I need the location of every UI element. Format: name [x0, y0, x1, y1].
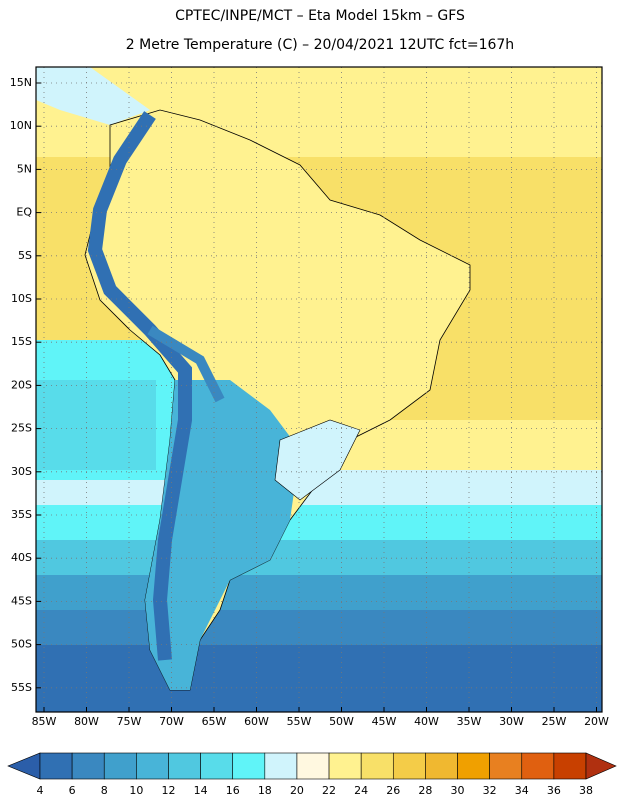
- colorbar-label: 22: [322, 784, 336, 797]
- lon-label: 40W: [414, 715, 439, 728]
- lat-label: 10S: [11, 292, 32, 305]
- lat-label: 10N: [10, 119, 32, 132]
- colorbar-cell: [136, 752, 169, 780]
- colorbar-label: 36: [547, 784, 561, 797]
- lon-label: 80W: [74, 715, 99, 728]
- colorbar-label: 28: [418, 784, 432, 797]
- colorbar-cell: [39, 752, 73, 780]
- lat-label: 5N: [17, 162, 32, 175]
- colorbar-label: 26: [386, 784, 400, 797]
- colorbar-label: 8: [101, 784, 108, 797]
- lon-label: 25W: [542, 715, 567, 728]
- lat-label: 35S: [11, 508, 32, 521]
- lon-label: 85W: [32, 715, 57, 728]
- colorbar-label: 12: [161, 784, 175, 797]
- colorbar-cell: [264, 752, 298, 780]
- lon-label: 50W: [329, 715, 354, 728]
- title: CPTEC/INPE/MCT – Eta Model 15km – GFS: [175, 8, 465, 24]
- lat-label: 25S: [11, 422, 32, 435]
- lat-label: 40S: [11, 551, 32, 564]
- colorbar: 4 6 8 10 12 14 16 18 20 22 24 26 28 30 32 34 36 38: [7, 752, 617, 797]
- colorbar-label: 24: [354, 784, 368, 797]
- colorbar-cell: [168, 752, 201, 780]
- colorbar-cell: [296, 752, 330, 780]
- lat-label: 20S: [11, 378, 32, 391]
- colorbar-label: 10: [129, 784, 143, 797]
- colorbar-cell: [328, 752, 362, 780]
- lon-label: 20W: [584, 715, 609, 728]
- lat-label: 45S: [11, 594, 32, 607]
- lat-label: 15N: [10, 76, 32, 89]
- colorbar-label: 16: [226, 784, 240, 797]
- colorbar-label: 20: [290, 784, 304, 797]
- lon-label: 70W: [159, 715, 184, 728]
- map-frame: [35, 66, 603, 713]
- colorbar-label: 4: [37, 784, 44, 797]
- lat-label: EQ: [16, 206, 32, 219]
- colorbar-arrow: [7, 752, 41, 780]
- colorbar-label: 6: [69, 784, 76, 797]
- lon-label: 60W: [244, 715, 269, 728]
- colorbar-cell: [521, 752, 555, 780]
- lon-label: 65W: [202, 715, 227, 728]
- colorbar-cell: [553, 752, 587, 780]
- lat-label: 55S: [11, 681, 32, 694]
- lat-label: 50S: [11, 638, 32, 651]
- lon-label: 45W: [372, 715, 397, 728]
- colorbar-label: 38: [579, 784, 593, 797]
- colorbar-cell: [392, 752, 426, 780]
- colorbar-label: 32: [483, 784, 497, 797]
- lat-label: 5S: [18, 249, 32, 262]
- lon-label: 30W: [499, 715, 524, 728]
- subtitle: 2 Metre Temperature (C) – 20/04/2021 12U…: [126, 37, 514, 53]
- graticule: 15N 10N 5N EQ 5S 10S 15S 20S 25S 30S 35S 40S 45S 50S 5…: [10, 67, 609, 728]
- lon-label: 35W: [457, 715, 482, 728]
- colorbar-label: 14: [194, 784, 208, 797]
- colorbar-cell: [489, 752, 523, 780]
- lat-label: 30S: [11, 465, 32, 478]
- map-field: [36, 67, 602, 712]
- colorbar-cell: [425, 752, 458, 780]
- lon-label: 55W: [287, 715, 312, 728]
- lon-label: 75W: [117, 715, 142, 728]
- colorbar-cell: [457, 752, 490, 780]
- colorbar-label: 34: [515, 784, 529, 797]
- colorbar-arrow: [585, 752, 617, 780]
- colorbar-cell: [71, 752, 105, 780]
- colorbar-cell: [103, 752, 137, 780]
- colorbar-cell: [232, 752, 266, 780]
- lat-label: 15S: [11, 335, 32, 348]
- colorbar-label: 18: [258, 784, 272, 797]
- colorbar-cell: [360, 752, 394, 780]
- colorbar-label: 30: [451, 784, 465, 797]
- colorbar-cell: [200, 752, 234, 780]
